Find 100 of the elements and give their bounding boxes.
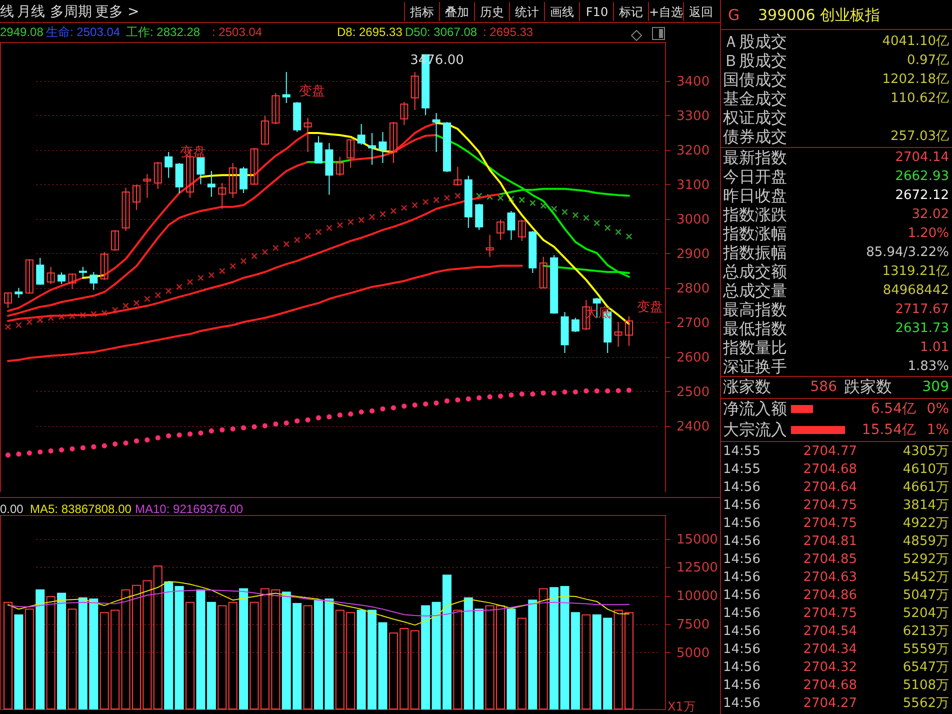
text: 2704.81 <box>803 534 857 550</box>
text: 变盘 <box>636 300 664 316</box>
y-tick-label: 2400 <box>676 419 710 434</box>
y-tick-label: 3400 <box>676 74 710 90</box>
text: 586 <box>810 378 837 396</box>
text: 月线 <box>17 4 45 20</box>
text: 257.03亿 <box>890 129 949 145</box>
y-tick-label: 12500 <box>676 560 718 576</box>
text: Ａ股成交 <box>723 32 787 52</box>
text: 5108万 <box>902 678 949 694</box>
text: 大宗流入 <box>723 420 787 440</box>
y-axis-title: X1万 <box>668 700 696 714</box>
text: 今日开盘 <box>723 167 787 187</box>
text: 309 <box>922 378 949 396</box>
text: 2704.85 <box>803 552 857 568</box>
text: 国债成交 <box>723 70 787 90</box>
annotation: MA5: 83867808.00 <box>30 502 132 516</box>
text: 0% <box>926 400 949 418</box>
text: 1.20% <box>908 226 949 242</box>
text: 指数涨幅 <box>723 224 787 244</box>
text: 6213万 <box>902 624 949 640</box>
text: 14:56 <box>723 696 760 712</box>
text: 工作: 2832.28 <box>126 24 200 40</box>
y-tick-label: 15000 <box>676 532 718 548</box>
text: 统计 <box>514 4 540 20</box>
text: 指数量比 <box>723 338 787 358</box>
text: 15.54亿 <box>862 422 916 438</box>
y-tick-label: 7500 <box>676 617 710 632</box>
y-tick-label: 2900 <box>676 246 710 262</box>
text: 历史 <box>479 4 505 20</box>
text: 14:56 <box>723 516 760 532</box>
text: 1% <box>926 422 949 438</box>
y-tick-label: 2500 <box>676 384 710 400</box>
text: : 2503.04 <box>212 24 262 40</box>
annotation: MA10: 92169376.00 <box>135 502 244 516</box>
text: 2717.67 <box>895 302 949 318</box>
text: 最新指数 <box>723 148 787 168</box>
text: 14:55 <box>723 462 760 478</box>
text: 14:56 <box>723 678 760 694</box>
y-tick-label: 3000 <box>676 212 710 228</box>
text: 最低指数 <box>723 319 787 339</box>
text: 2704.64 <box>803 480 857 496</box>
text: 84968442 <box>882 283 949 299</box>
text: 6547万 <box>902 660 949 676</box>
text: 1.01 <box>920 340 949 356</box>
y-tick-label: 3100 <box>676 178 710 193</box>
text: 85.94/3.22% <box>866 245 949 261</box>
text: 3814万 <box>902 498 949 514</box>
text: 指数振幅 <box>723 243 787 263</box>
text: 4859万 <box>902 534 949 550</box>
text: 2672.12 <box>895 188 949 204</box>
text: 深证换手 <box>723 357 787 377</box>
text: 14:56 <box>723 498 760 514</box>
text: 总成交量 <box>723 281 787 301</box>
text: 1202.18亿 <box>882 72 949 88</box>
text: 画线 <box>549 4 575 20</box>
y-tick-label: 10000 <box>676 589 718 604</box>
text: 2704.54 <box>803 624 857 640</box>
y-tick-label: 5000 <box>676 646 710 661</box>
text: 5047万 <box>902 588 949 604</box>
text: 2704.68 <box>803 462 857 478</box>
text: 2949.08 <box>0 24 44 40</box>
text: 2704.63 <box>803 570 857 586</box>
text: D50: 3067.08 <box>405 24 478 40</box>
y-tick-label: 3300 <box>676 108 710 124</box>
text: 399006 创业板指 <box>758 6 880 24</box>
annotation: 变盘 <box>298 84 326 100</box>
text: 叠加 <box>444 4 470 20</box>
text: 2662.93 <box>895 169 949 185</box>
text: D8: 2695.33 <box>337 24 402 40</box>
text: +自选 <box>649 4 684 20</box>
text: 涨家数 <box>723 377 771 397</box>
text: 2704.27 <box>803 696 857 712</box>
text: 昨日收盘 <box>723 186 787 206</box>
text: 4041.10亿 <box>882 34 949 50</box>
text: 总成交额 <box>723 262 787 282</box>
text: 线 <box>0 4 14 20</box>
text: 4922万 <box>902 516 949 532</box>
annotation: 0.00 <box>0 502 24 516</box>
text: 指标 <box>409 4 435 20</box>
text: 5562万 <box>902 696 949 712</box>
text: 5292万 <box>902 552 949 568</box>
text: 净流入额 <box>723 399 787 419</box>
y-tick-label: 2800 <box>676 281 710 296</box>
text: 6.54亿 <box>870 400 916 418</box>
text: 4610万 <box>902 462 949 478</box>
text: 14:56 <box>723 534 760 550</box>
text: 2704.34 <box>803 642 857 658</box>
text: 最高指数 <box>723 300 787 320</box>
text: F10 <box>584 4 610 20</box>
text: 2704.75 <box>803 498 857 514</box>
text: Ｂ股成交 <box>723 51 787 71</box>
text: 5452万 <box>902 570 949 586</box>
text: 标记 <box>618 4 644 20</box>
text: 返回 <box>688 4 714 20</box>
text: 14:56 <box>723 480 760 496</box>
text: 110.62亿 <box>890 91 949 107</box>
text: 多周期 <box>50 4 92 20</box>
text: 14:56 <box>723 606 760 622</box>
text: 债券成交 <box>723 127 787 147</box>
